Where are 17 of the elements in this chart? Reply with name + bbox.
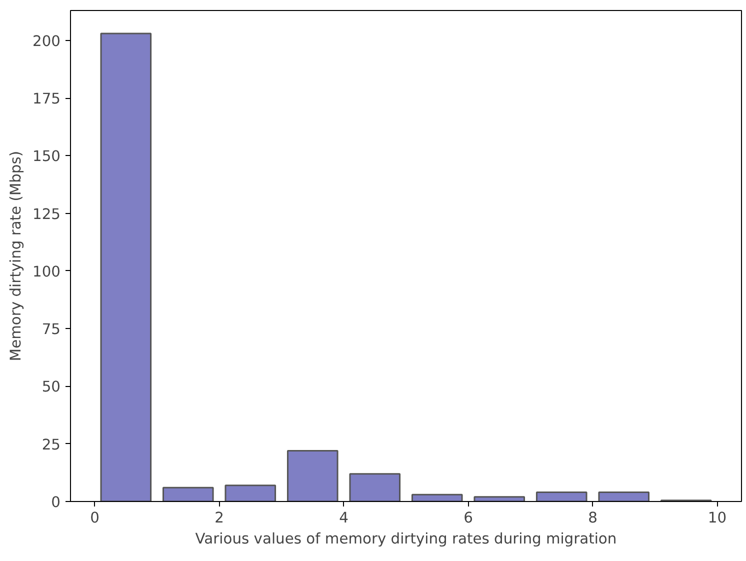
x-tick-label: 8 [588, 510, 598, 526]
x-tick-label: 6 [464, 510, 473, 526]
y-tick-label: 0 [51, 494, 61, 511]
y-axis-title: Memory dirtying rate (Mbps) [8, 150, 25, 362]
x-tick-label: 0 [90, 510, 100, 526]
y-tick-label: 75 [42, 321, 61, 338]
y-tick-label: 100 [32, 263, 61, 280]
y-tick-label: 25 [42, 436, 61, 454]
y-tick-label: 175 [32, 90, 61, 108]
y-tick-label: 125 [32, 206, 61, 223]
y-tick-label: 150 [32, 148, 61, 166]
y-tick-label: 50 [42, 378, 61, 396]
x-axis-title: Various values of memory dirtying rates during migration [195, 530, 617, 548]
y-tick-label: 200 [32, 32, 61, 50]
x-tick-label: 4 [339, 510, 348, 526]
x-tick-label: 2 [214, 510, 224, 526]
x-tick-label: 10 [708, 510, 727, 526]
